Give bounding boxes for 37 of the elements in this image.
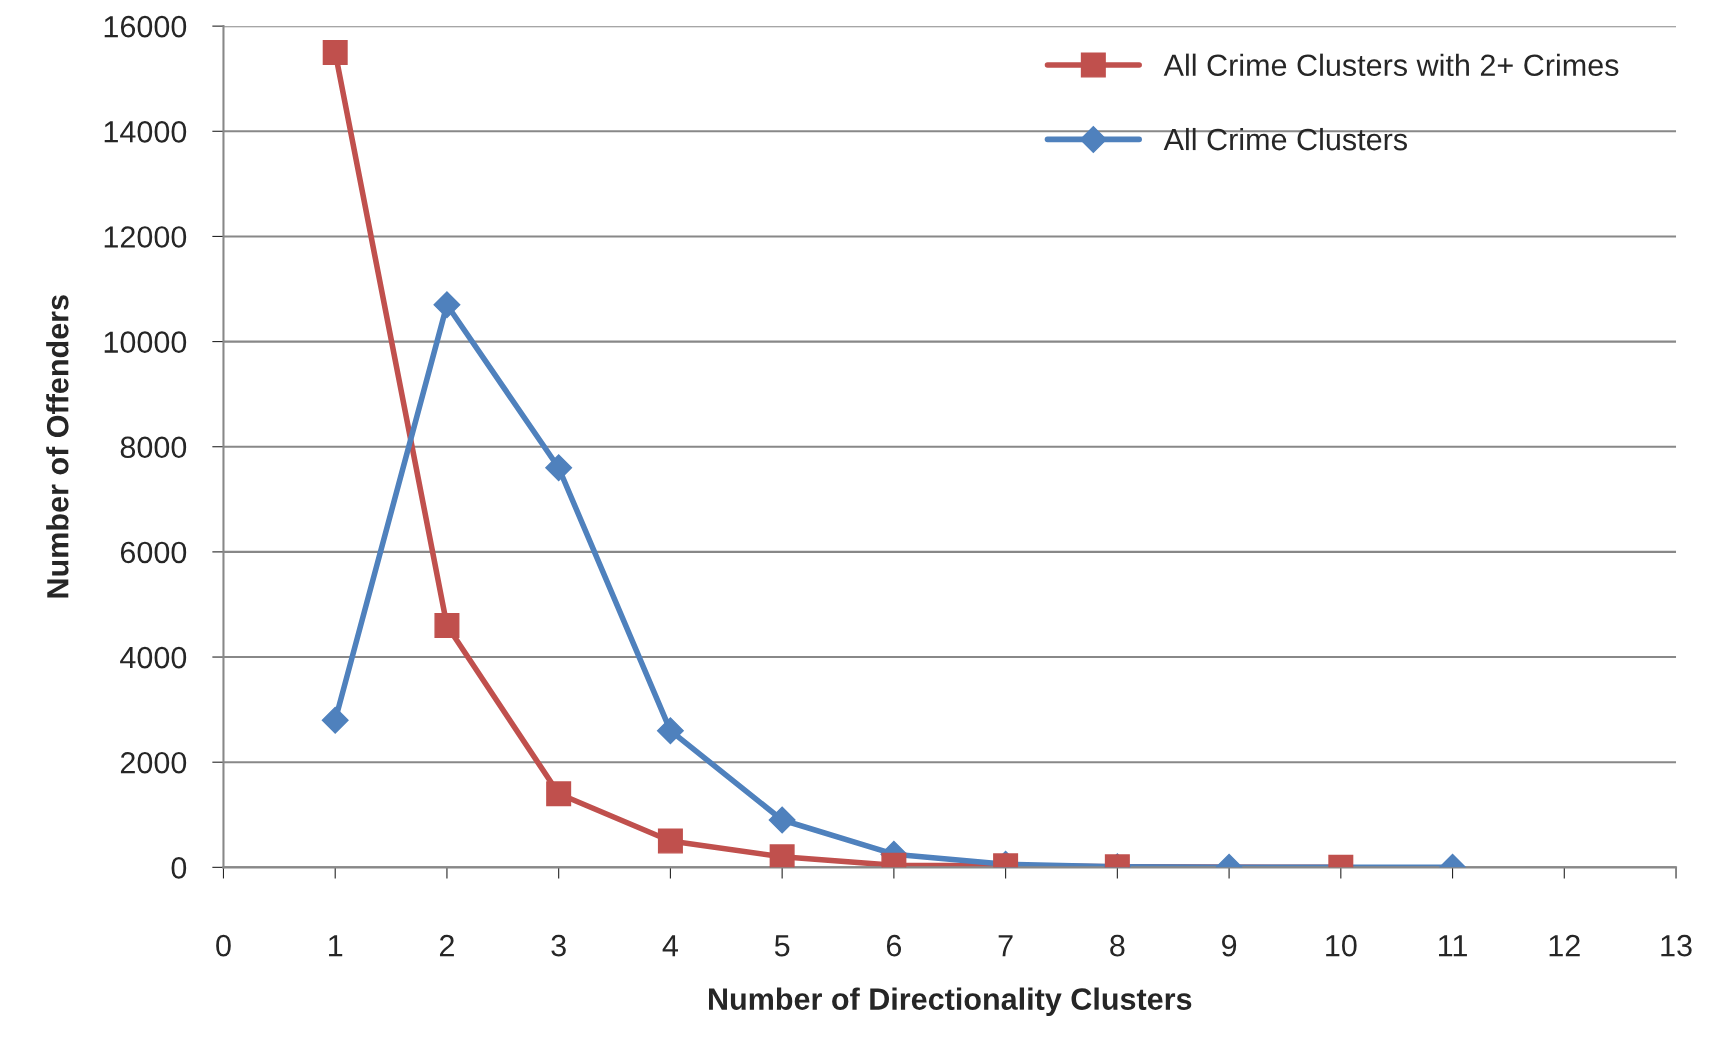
y-tick-label: 2000	[120, 751, 187, 774]
y-tick-label: 14000	[104, 121, 187, 143]
y-tick-label: 16000	[104, 15, 187, 38]
x-tick-label: 4	[662, 935, 679, 957]
point	[545, 454, 573, 482]
x-tick-label: 1	[329, 935, 343, 957]
y-tick-label: 8000	[120, 436, 187, 459]
point	[656, 717, 684, 745]
x-tick-label: 5	[774, 935, 790, 957]
point	[768, 806, 796, 834]
x-tick-label: 10	[1326, 934, 1357, 957]
x-tick-label: 6	[886, 934, 902, 957]
point	[322, 39, 348, 65]
y-tick-label: 12000	[104, 226, 187, 248]
point	[434, 612, 460, 638]
y-tick-label: 10000	[104, 331, 187, 353]
legend-label: All Crime Clusters with 2+ Crimes	[1163, 53, 1619, 77]
x-tick-label: 13	[1661, 934, 1692, 957]
x-tick-label: 7	[998, 935, 1013, 957]
x-tick-label: 3	[551, 934, 566, 957]
x-tick-label: 2	[439, 934, 454, 957]
point	[546, 781, 572, 807]
point	[321, 706, 349, 734]
point	[657, 828, 683, 854]
x-tick-label: 12	[1549, 934, 1580, 957]
y-tick-label: 4000	[120, 646, 187, 669]
x-tick-label: 0	[216, 934, 231, 957]
x-axis-title: Number of Directionality Clusters	[709, 987, 1192, 1016]
point	[433, 291, 461, 319]
point	[769, 844, 795, 868]
y-axis-title: Number of Offenders	[46, 295, 69, 598]
legend-label: All Crime Clusters	[1163, 127, 1407, 151]
x-tick-label: 8	[1110, 934, 1125, 957]
y-tick-label: 0	[171, 857, 187, 879]
x-tick-label: 9	[1222, 934, 1237, 957]
y-tick-label: 6000	[120, 541, 187, 564]
x-tick-label: 11	[1439, 935, 1467, 957]
